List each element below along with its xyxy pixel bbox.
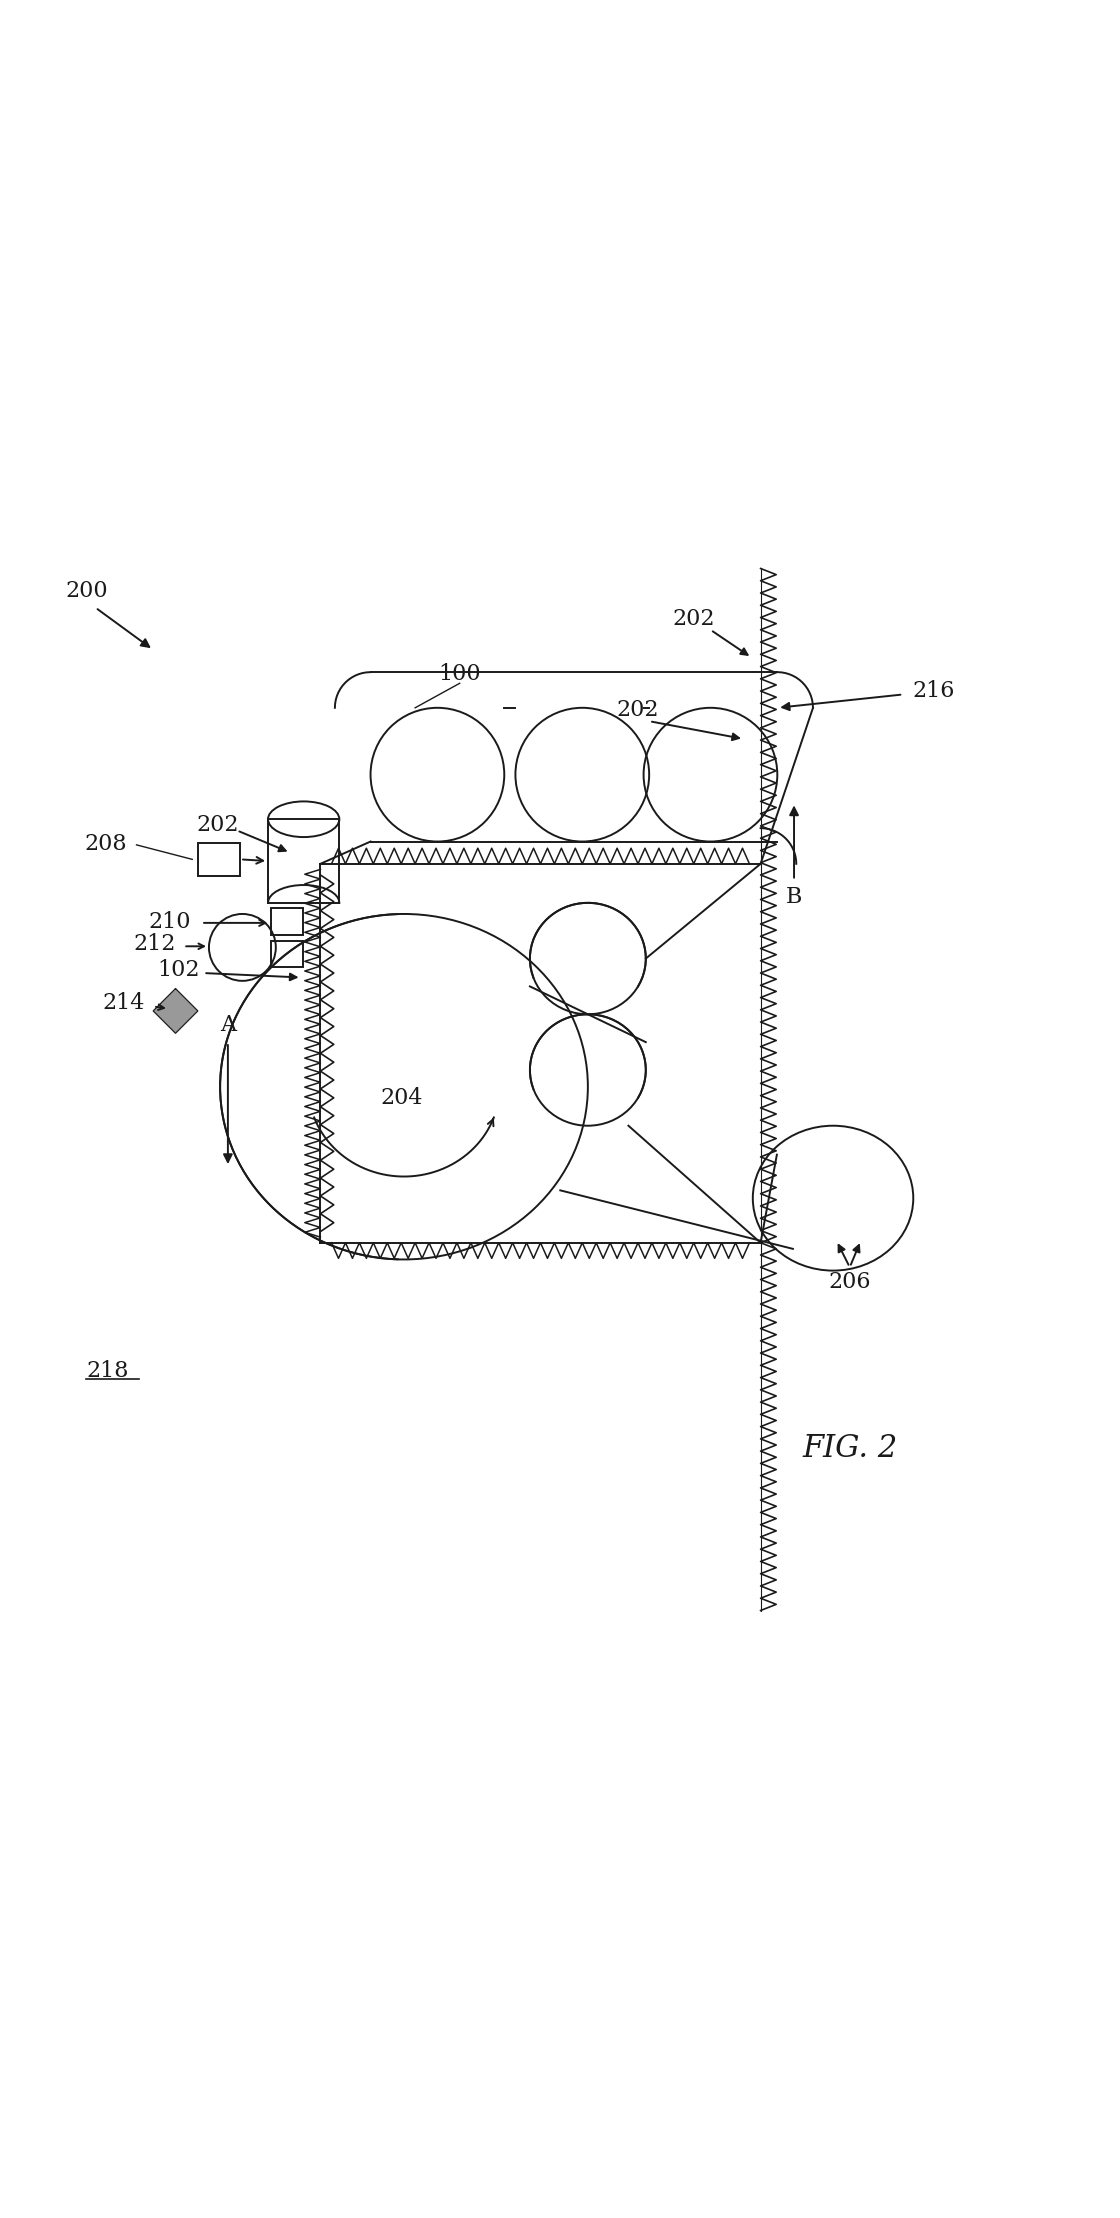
- Text: 102: 102: [158, 958, 200, 980]
- Text: B: B: [786, 887, 802, 907]
- Text: 100: 100: [438, 663, 480, 685]
- Text: 200: 200: [65, 579, 108, 601]
- Bar: [271, 940, 302, 967]
- Text: 218: 218: [86, 1360, 129, 1382]
- Polygon shape: [153, 989, 198, 1034]
- Text: A: A: [220, 1014, 236, 1036]
- Text: 216: 216: [912, 681, 954, 703]
- Text: 214: 214: [102, 991, 144, 1014]
- Text: 202: 202: [197, 814, 239, 836]
- Text: 202: 202: [617, 699, 660, 721]
- Text: 202: 202: [672, 608, 715, 630]
- Bar: [198, 843, 240, 876]
- Text: FIG. 2: FIG. 2: [802, 1433, 897, 1464]
- Text: 212: 212: [133, 934, 176, 956]
- Bar: [271, 909, 302, 936]
- Text: 204: 204: [381, 1087, 423, 1109]
- Text: 206: 206: [829, 1271, 871, 1293]
- Text: 208: 208: [84, 832, 127, 854]
- Bar: [268, 818, 339, 903]
- Text: 210: 210: [149, 912, 192, 934]
